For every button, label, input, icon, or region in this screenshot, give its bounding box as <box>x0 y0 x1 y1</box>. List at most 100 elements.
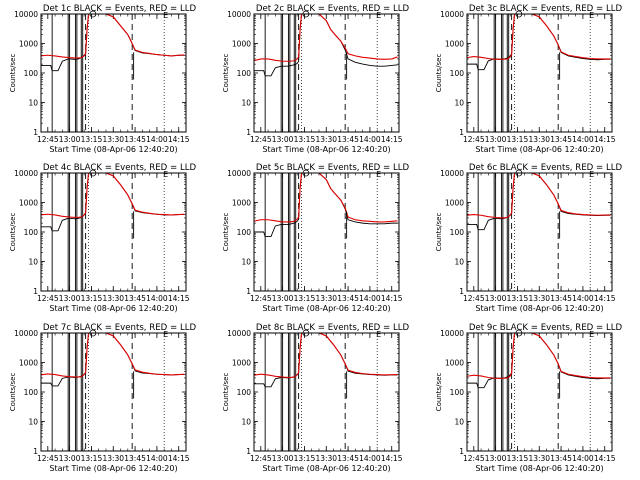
y-tick-label: 10000 <box>14 169 38 178</box>
events-series-line <box>254 333 398 388</box>
x-tick-label: 14:15 <box>594 294 616 303</box>
y-tick-label: 1 <box>246 447 251 456</box>
y-tick-label: 10000 <box>227 169 251 178</box>
x-tick-label: 13:00 <box>272 135 294 144</box>
lld-series-line <box>41 173 185 219</box>
end-marker: E <box>163 170 168 179</box>
x-tick-label: 13:00 <box>272 294 294 303</box>
x-tick-label: 13:30 <box>102 135 124 144</box>
end-marker: E <box>376 330 381 339</box>
plot-frame <box>253 13 400 133</box>
x-tick-label: 12:45 <box>463 454 485 463</box>
x-tick-label: 12:45 <box>463 294 485 303</box>
events-series-line <box>254 14 398 77</box>
x-tick-label: 13:15 <box>81 454 103 463</box>
x-tick-label: 12:45 <box>463 135 485 144</box>
y-tick-label: 10 <box>454 99 464 108</box>
end-marker: E <box>376 11 381 20</box>
x-axis-label: Start Time (08-Apr-06 12:40:20) <box>262 145 390 154</box>
x-tick-label: 14:15 <box>594 135 616 144</box>
plot-area <box>41 173 185 291</box>
y-axis-label: Counts/sec <box>435 373 443 412</box>
x-tick-label: 13:00 <box>485 454 507 463</box>
y-tick-label: 10 <box>28 258 38 267</box>
x-tick-label: 13:00 <box>59 294 81 303</box>
x-tick-label: 13:15 <box>294 454 316 463</box>
x-tick-label: 13:45 <box>124 294 146 303</box>
y-axis-label: Counts/sec <box>9 373 17 412</box>
x-tick-label: 14:00 <box>359 294 381 303</box>
events-series-line <box>467 14 611 71</box>
y-tick-label: 100 <box>24 69 39 78</box>
y-tick-label: 1000 <box>19 359 38 368</box>
y-tick-label: 100 <box>450 388 465 397</box>
x-tick-label: 13:00 <box>272 454 294 463</box>
lld-series-line <box>254 333 398 379</box>
x-tick-label: 13:15 <box>81 135 103 144</box>
x-tick-label: 13:30 <box>315 294 337 303</box>
x-tick-label: 13:45 <box>337 294 359 303</box>
panel-title: Det 2c BLACK = Events, RED = LLD <box>256 4 410 14</box>
lld-series-line <box>467 14 611 60</box>
x-tick-label: 14:00 <box>572 135 594 144</box>
x-tick-label: 13:00 <box>485 294 507 303</box>
y-axis-label: Counts/sec <box>222 213 230 252</box>
panel-title: Det 9c BLACK = Events, RED = LLD <box>469 323 623 333</box>
lld-series-line <box>254 173 398 223</box>
x-tick-label: 13:30 <box>315 135 337 144</box>
x-axis-label: Start Time (08-Apr-06 12:40:20) <box>49 145 177 154</box>
plot-area <box>254 173 398 291</box>
y-axis-label: Counts/sec <box>435 54 443 93</box>
x-tick-label: 12:45 <box>37 294 59 303</box>
y-tick-label: 1000 <box>19 40 38 49</box>
y-tick-label: 10000 <box>440 329 464 338</box>
x-tick-label: 13:30 <box>102 294 124 303</box>
events-series-line <box>41 173 185 232</box>
x-axis-label: Start Time (08-Apr-06 12:40:20) <box>475 304 603 313</box>
lld-series-line <box>254 14 398 62</box>
y-tick-label: 10000 <box>440 169 464 178</box>
x-tick-label: 12:45 <box>250 294 272 303</box>
y-tick-label: 10 <box>454 258 464 267</box>
panel-title: Det 6c BLACK = Events, RED = LLD <box>469 163 623 173</box>
x-tick-label: 13:30 <box>528 294 550 303</box>
y-tick-label: 10 <box>241 418 251 427</box>
y-axis-label: Counts/sec <box>9 213 17 252</box>
plot-frame <box>253 172 400 292</box>
y-tick-label: 100 <box>450 69 465 78</box>
y-tick-label: 10 <box>28 99 38 108</box>
x-tick-label: 13:45 <box>550 294 572 303</box>
x-tick-label: 14:15 <box>168 454 190 463</box>
x-tick-label: 13:30 <box>528 454 550 463</box>
y-axis-label: Counts/sec <box>222 54 230 93</box>
y-tick-label: 1 <box>246 287 251 296</box>
y-tick-label: 1000 <box>445 199 464 208</box>
y-tick-label: 100 <box>237 388 252 397</box>
x-axis-label: Start Time (08-Apr-06 12:40:20) <box>475 145 603 154</box>
y-tick-label: 10000 <box>14 329 38 338</box>
x-tick-label: 13:45 <box>337 454 359 463</box>
x-tick-label: 13:45 <box>124 454 146 463</box>
plot-frame <box>466 172 613 292</box>
panel-title: Det 4c BLACK = Events, RED = LLD <box>43 163 197 173</box>
y-tick-label: 10 <box>241 258 251 267</box>
lld-series-line <box>41 14 185 59</box>
y-tick-label: 1000 <box>445 359 464 368</box>
x-axis-label: Start Time (08-Apr-06 12:40:20) <box>262 304 390 313</box>
plot-area <box>254 333 398 451</box>
y-tick-label: 100 <box>237 228 252 237</box>
x-tick-label: 12:45 <box>250 454 272 463</box>
y-tick-label: 10000 <box>440 10 464 19</box>
y-tick-label: 10000 <box>14 10 38 19</box>
x-tick-label: 14:00 <box>572 454 594 463</box>
y-tick-label: 100 <box>450 228 465 237</box>
plot-frame <box>40 172 187 292</box>
y-axis-label: Counts/sec <box>9 54 17 93</box>
y-tick-label: 100 <box>24 228 39 237</box>
